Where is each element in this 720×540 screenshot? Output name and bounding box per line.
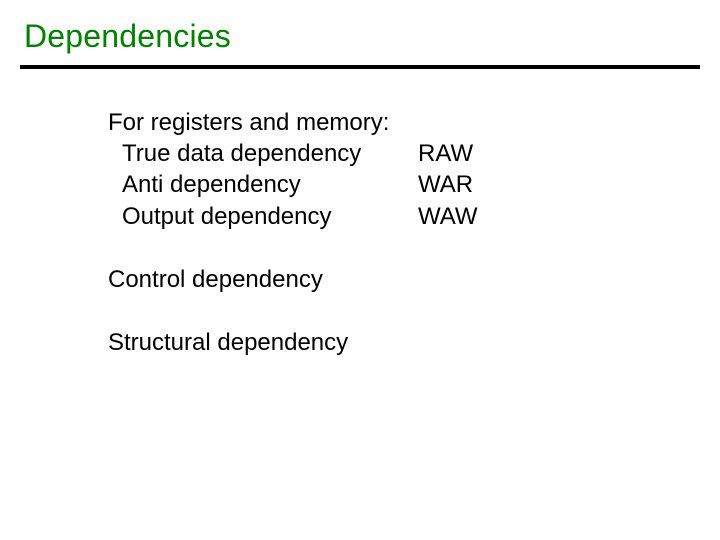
- dependency-row: True data dependency RAW: [108, 138, 700, 169]
- slide-body: For registers and memory: True data depe…: [20, 107, 700, 358]
- dependency-hazard: RAW: [418, 138, 700, 169]
- dependency-row: Anti dependency WAR: [108, 169, 700, 200]
- dependency-hazard: WAR: [418, 169, 700, 200]
- extra-dependency: Structural dependency: [108, 327, 700, 358]
- extra-dependency: Control dependency: [108, 264, 700, 295]
- slide: Dependencies For registers and memory: T…: [0, 0, 720, 540]
- dependency-label: Anti dependency: [108, 169, 418, 200]
- title-underline: [20, 65, 700, 69]
- slide-title: Dependencies: [20, 18, 700, 55]
- dependency-row: Output dependency WAW: [108, 201, 700, 232]
- dependency-label: True data dependency: [108, 138, 418, 169]
- spacer: [108, 232, 700, 264]
- dependency-label: Output dependency: [108, 201, 418, 232]
- spacer: [108, 295, 700, 327]
- dependency-hazard: WAW: [418, 201, 700, 232]
- body-heading: For registers and memory:: [108, 107, 700, 138]
